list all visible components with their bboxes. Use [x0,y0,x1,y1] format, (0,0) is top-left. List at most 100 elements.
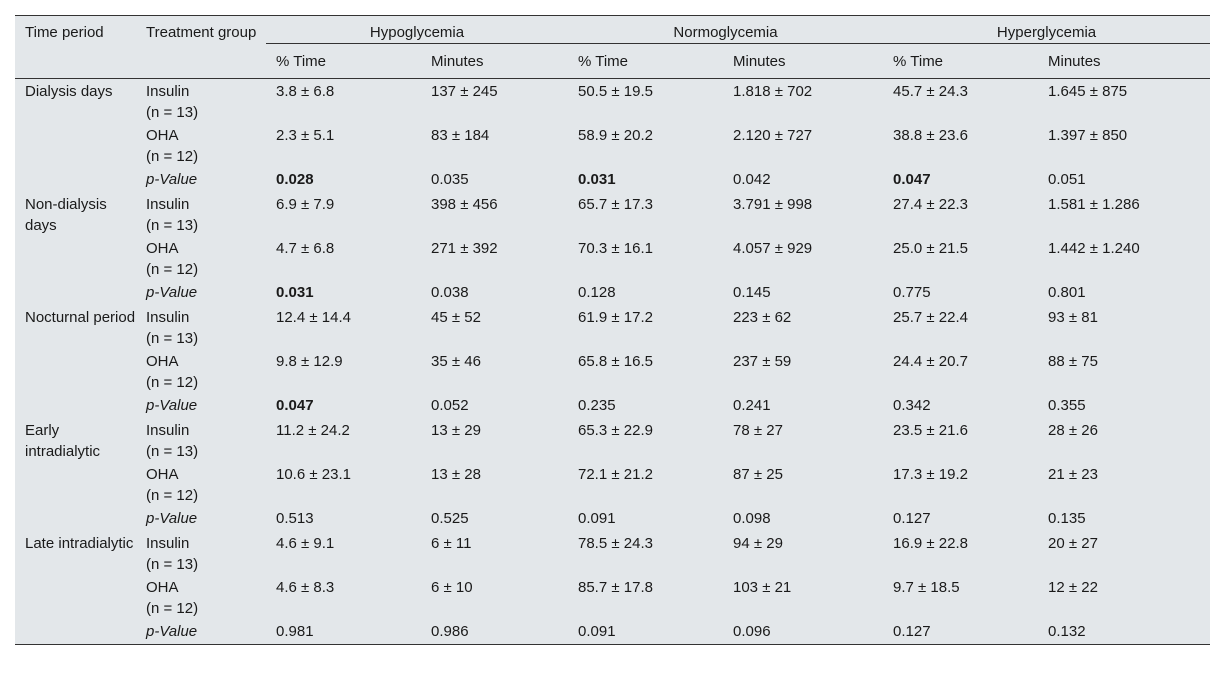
value-cell: 61.9 ± 17.2 [578,309,653,326]
p-value-cell: 0.986 [431,623,469,640]
value-cell: 78 ± 27 [733,422,783,439]
treatment-label: OHA [146,579,179,596]
value-cell: 1.645 ± 875 [1048,83,1128,100]
header-normoglycemia: Normoglycemia [673,24,778,41]
results-table: Time period Treatment group Hypoglycemia… [15,16,1211,644]
treatment-label: OHA [146,353,179,370]
treatment-label: Insulin [146,422,190,439]
p-value-cell: 0.096 [733,623,771,640]
results-table-container: Time period Treatment group Hypoglycemia… [15,15,1211,645]
value-cell: 58.9 ± 20.2 [578,127,653,144]
p-value-cell: 0.775 [893,284,931,301]
value-cell: 6 ± 10 [431,579,473,596]
time-period-cell: Early intradialytic [25,422,101,460]
p-value-cell: 0.132 [1048,623,1086,640]
p-value-cell: 0.038 [431,284,469,301]
sample-size: (n = 13) [146,443,199,460]
value-cell: 4.6 ± 9.1 [276,535,335,552]
treatment-label: Insulin [146,309,190,326]
table-row-p-value: p-Value 0.513 0.525 0.091 0.098 0.127 0.135 [15,508,1210,531]
value-cell: 24.4 ± 20.7 [893,353,968,370]
p-value-cell: 0.135 [1048,510,1086,527]
p-value-cell: 0.091 [578,623,616,640]
value-cell: 88 ± 75 [1048,353,1098,370]
sample-size: (n = 12) [146,487,199,504]
value-cell: 13 ± 28 [431,466,481,483]
value-cell: 23.5 ± 21.6 [893,422,968,439]
header-sub: Minutes [421,43,568,79]
value-cell: 85.7 ± 17.8 [578,579,653,596]
table-row-oha: OHA (n = 12) 4.7 ± 6.8 271 ± 392 70.3 ± 16.1… [15,238,1210,282]
value-cell: 38.8 ± 23.6 [893,127,968,144]
header-hyperglycemia: Hyperglycemia [996,24,1097,41]
value-cell: 3.791 ± 998 [733,196,813,213]
value-cell: 1.397 ± 850 [1048,127,1128,144]
table-row-insulin: Non-dialysis days Insulin (n = 13) 6.9 ± 7.… [15,192,1210,238]
value-cell: 398 ± 456 [431,196,498,213]
value-cell: 103 ± 21 [733,579,792,596]
p-value-cell: 0.042 [733,171,771,188]
treatment-cell: OHA (n = 12) [136,238,266,282]
p-value-cell: 0.128 [578,284,616,301]
value-cell: 6 ± 11 [431,535,472,552]
treatment-cell: Insulin (n = 13) [136,305,266,351]
value-cell: 87 ± 25 [733,466,783,483]
p-value-cell: 0.051 [1048,171,1086,188]
table-row-insulin: Late intradialytic Insulin (n = 13) 4.6 ± 9… [15,531,1210,577]
treatment-cell: OHA (n = 12) [136,577,266,621]
value-cell: 1.818 ± 702 [733,83,813,100]
treatment-cell: OHA (n = 12) [136,125,266,169]
value-cell: 83 ± 184 [431,127,490,144]
value-cell: 4.6 ± 8.3 [276,579,335,596]
value-cell: 25.7 ± 22.4 [893,309,968,326]
time-period-cell: Non-dialysis days [25,196,107,234]
value-cell: 13 ± 29 [431,422,481,439]
sample-size: (n = 13) [146,217,199,234]
treatment-cell: Insulin (n = 13) [136,79,266,126]
p-value-cell: 0.145 [733,284,771,301]
value-cell: 1.581 ± 1.286 [1048,196,1140,213]
value-cell: 12 ± 22 [1048,579,1098,596]
p-value-cell: 0.127 [893,510,931,527]
value-cell: 223 ± 62 [733,309,792,326]
header-sub: % Time [568,43,723,79]
treatment-cell: Insulin (n = 13) [136,531,266,577]
value-cell: 1.442 ± 1.240 [1048,240,1140,257]
p-value-cell: 0.031 [578,171,616,188]
table-row-p-value: p-Value 0.047 0.052 0.235 0.241 0.342 0.355 [15,395,1210,418]
table-row-p-value: p-Value 0.031 0.038 0.128 0.145 0.775 0.801 [15,282,1210,305]
p-value-cell: 0.047 [276,397,314,414]
table-row-oha: OHA (n = 12) 4.6 ± 8.3 6 ± 10 85.7 ± 17.8 103… [15,577,1210,621]
table-row-insulin: Early intradialytic Insulin (n = 13) 11.2 ±… [15,418,1210,464]
header-sub: % Time [266,43,421,79]
value-cell: 11.2 ± 24.2 [276,422,350,439]
value-cell: 4.7 ± 6.8 [276,240,335,257]
value-cell: 65.3 ± 22.9 [578,422,653,439]
p-value-cell: 0.028 [276,171,314,188]
value-cell: 50.5 ± 19.5 [578,83,653,100]
value-cell: 72.1 ± 21.2 [578,466,653,483]
header-row-sub: % Time Minutes % Time Minutes % Time Min… [15,43,1211,79]
treatment-label: Insulin [146,535,190,552]
sample-size: (n = 12) [146,374,199,391]
treatment-cell: Insulin (n = 13) [136,418,266,464]
value-cell: 25.0 ± 21.5 [893,240,968,257]
value-cell: 27.4 ± 22.3 [893,196,968,213]
value-cell: 21 ± 23 [1048,466,1098,483]
header-sub: Minutes [723,43,884,79]
treatment-label: Insulin [146,196,190,213]
value-cell: 78.5 ± 24.3 [578,535,653,552]
p-value-cell: 0.031 [276,284,314,301]
sample-size: (n = 13) [146,556,199,573]
header-hypoglycemia: Hypoglycemia [369,24,465,41]
time-period-cell: Dialysis days [25,83,113,100]
p-value-cell: 0.235 [578,397,616,414]
p-value-label: p-Value [146,397,198,414]
p-value-cell: 0.355 [1048,397,1086,414]
value-cell: 137 ± 245 [431,83,498,100]
treatment-cell: Insulin (n = 13) [136,192,266,238]
p-value-cell: 0.525 [431,510,469,527]
p-value-cell: 0.035 [431,171,469,188]
value-cell: 3.8 ± 6.8 [276,83,335,100]
treatment-label: OHA [146,240,179,257]
